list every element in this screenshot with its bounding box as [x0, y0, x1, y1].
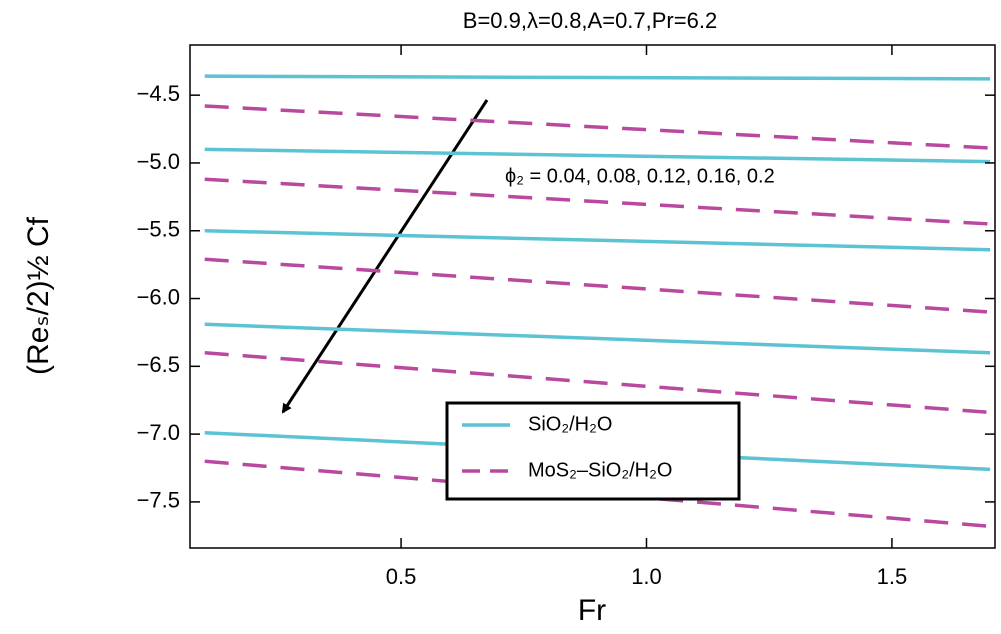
series-line	[204, 351, 991, 415]
y-tick-label: −6.5	[137, 352, 180, 377]
y-axis-label: (Reₛ/2)½ Cf	[22, 216, 55, 375]
y-tick-label: −4.5	[137, 81, 180, 106]
series-line	[204, 322, 991, 355]
series-line	[204, 104, 991, 150]
y-tick-label: −7.0	[137, 420, 180, 445]
plot-frame	[189, 44, 996, 549]
y-tick-label: −5.5	[137, 217, 180, 242]
legend: SiO₂/H₂O MoS₂–SiO₂/H₂O	[445, 401, 741, 501]
legend-box	[445, 401, 741, 501]
y-tick-label: −6.0	[137, 284, 180, 309]
x-tick-label: 1.5	[877, 564, 908, 589]
arrow	[281, 99, 489, 414]
annotation: ϕ₂ = 0.04, 0.08, 0.12, 0.16, 0.2	[505, 165, 775, 187]
series-line	[204, 257, 991, 314]
x-tick-label: 0.5	[386, 564, 417, 589]
series-line	[204, 177, 991, 226]
series-line	[204, 74, 991, 81]
y-tick-label: −7.5	[137, 488, 180, 513]
y-tick-label: −5.0	[137, 149, 180, 174]
plot-area	[204, 74, 991, 529]
x-axis-label: Fr	[578, 594, 606, 627]
legend-label: MoS₂–SiO₂/H₂O	[528, 459, 672, 481]
chart-title: B=0.9,λ=0.8,A=0.7,Pr=6.2	[463, 8, 717, 33]
x-tick-label: 1.0	[631, 564, 662, 589]
legend-label: SiO₂/H₂O	[528, 413, 612, 435]
series-line	[204, 228, 991, 252]
series-line	[204, 147, 991, 164]
